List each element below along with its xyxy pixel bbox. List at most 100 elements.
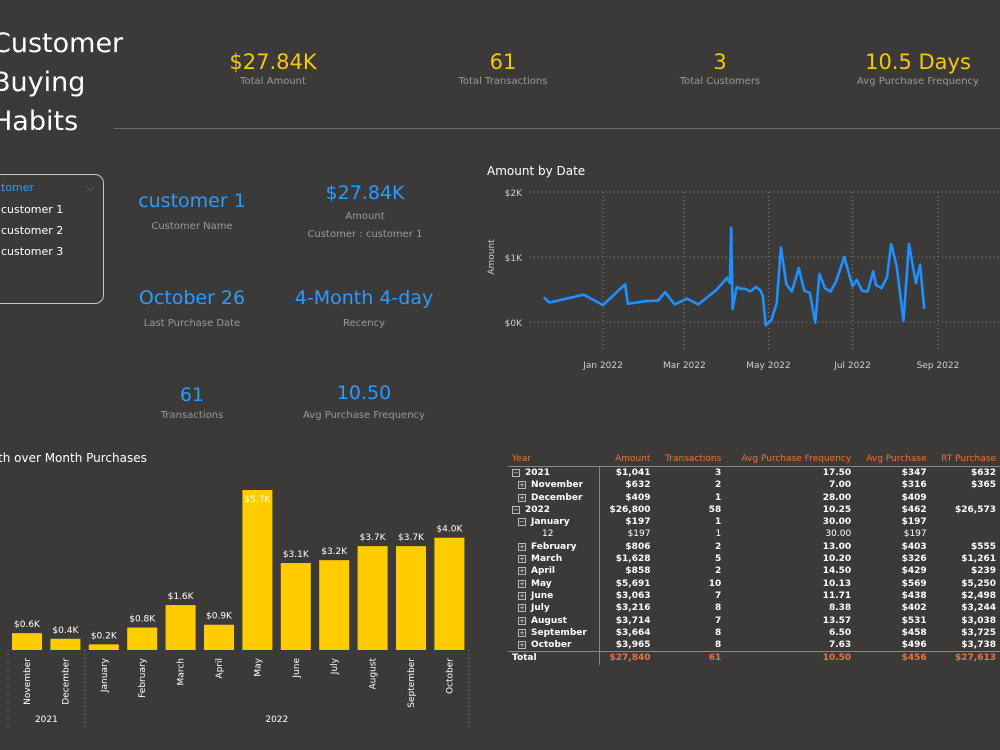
bar[interactable] [280,562,311,650]
collapse-icon[interactable]: − [518,518,526,527]
x-tick-label: July [330,657,340,675]
kpi-label: Total Transactions [458,76,548,87]
expand-icon[interactable]: + [518,641,526,650]
bar[interactable] [357,546,388,650]
table-cell: $3,738 [961,640,996,651]
x-tick-label: November [23,658,33,705]
bar[interactable] [242,490,273,650]
table-cell: $27,840 [599,651,655,665]
table-cell: $3,725 [961,627,996,638]
table-cell: $462 [901,504,927,515]
bar-data-label: $3.2K [321,547,348,557]
table-cell: $438 [901,590,927,601]
table-cell: $632 [599,479,655,492]
expand-icon[interactable]: + [518,542,526,551]
column-header[interactable]: Year [508,452,600,467]
table-cell: −2021 [508,467,600,480]
expand-icon[interactable]: + [518,579,526,588]
column-header[interactable]: Avg Purchase [855,452,931,467]
card-label: Transactions [160,410,224,421]
slicer-header[interactable]: tomer ⌵ [1,181,103,195]
expand-icon[interactable]: + [518,555,526,564]
kpi-avg-purchase-frequency: 10.5 Days Avg Purchase Frequency [800,50,1000,87]
card-label: Amount [345,211,385,222]
bar[interactable] [204,624,234,650]
expand-icon[interactable]: + [518,481,526,490]
collapse-icon[interactable]: − [512,505,520,514]
expand-icon[interactable]: + [518,604,526,613]
table-cell: $197 [901,517,927,528]
y-tick-label: $0K [505,319,523,329]
table-cell: + October [508,639,600,652]
table-cell: 10.25 [822,504,852,515]
table-row: + August $3,714 7 13.57 $531 $3,038 [508,614,1000,627]
expand-icon[interactable]: + [518,567,526,576]
row-label: 2021 [525,468,551,478]
table-cell: $3,244 [961,603,996,614]
kpi-value: 61 [489,50,517,74]
table-cell: $3,664 [599,626,655,640]
slicer-item[interactable]: customer 1 [1,203,64,216]
table-cell: $1,628 [599,553,655,566]
column-header[interactable]: Transactions [654,452,726,467]
column-header[interactable]: Avg Purchase Frequency [725,452,856,467]
column-header[interactable]: RT Purchase [930,452,1000,467]
table-cell: 1 [715,492,722,503]
bar[interactable] [396,546,426,650]
year-label: 2022 [265,715,288,725]
y-axis-label: Amount [487,239,497,275]
collapse-icon[interactable]: − [512,469,520,477]
table-cell: 58 [708,504,722,515]
table-row: + May $5,691 10 10.13 $569 $5,250 [508,577,1000,590]
table-cell: $316 [901,480,927,491]
bar[interactable] [434,537,465,650]
table-row: + April $858 2 14.50 $429 $239 [508,565,1000,578]
amount-series-line[interactable] [542,226,926,327]
x-tick-label: February [138,657,148,698]
column-header[interactable]: Amount [599,452,655,467]
table-cell: 10 [708,578,722,589]
bar[interactable] [50,638,81,650]
month-over-month-chart[interactable]: $0.6K November $0.4K December $0.2K January $0… [0,470,480,735]
expand-icon[interactable]: + [518,628,526,637]
table-cell: $5,250 [961,578,996,589]
bar[interactable] [88,644,119,650]
x-tick-label: Mar 2022 [663,361,706,371]
table-cell: $326 [901,554,927,565]
amount-by-date-chart[interactable]: $0K $1K $2K Jan 2022 Mar 2022 May 2022 Jul 202… [480,180,1000,380]
table-cell: 11.71 [822,590,852,601]
card-sublabel: Customer : customer 1 [307,229,423,240]
row-label: February [531,541,577,552]
table-cell: 5 [715,554,722,565]
expand-icon[interactable]: + [518,616,526,625]
x-tick-label: April [215,658,225,679]
table-cell: + November [508,479,600,491]
card-avg-purchase-frequency: 10.50 Avg Purchase Frequency [279,382,449,425]
bar[interactable] [127,627,158,650]
table-cell: + December [508,492,600,504]
row-label: July [531,603,550,614]
customer-slicer[interactable]: tomer ⌵ customer 1 customer 2 customer 3 [0,174,104,304]
table-cell: $403 [901,541,927,552]
bar[interactable] [165,605,196,650]
x-tick-label: March [177,658,187,685]
bar-data-label: $0.8K [129,615,156,625]
table-cell: + July [508,602,600,614]
expand-icon[interactable]: + [518,493,526,502]
purchase-matrix[interactable]: Year Amount Transactions Avg Purchase Frequ… [508,452,1000,665]
table-cell: 10.20 [822,554,852,565]
slicer-item[interactable]: customer 3 [1,245,64,258]
bar[interactable] [12,633,42,650]
slicer-item[interactable]: customer 2 [1,224,64,237]
expand-icon[interactable]: + [518,591,526,600]
table-cell: 8 [715,640,722,651]
chevron-down-icon[interactable]: ⌵ [86,181,95,194]
table-cell: $632 [970,468,996,478]
bar[interactable] [319,560,350,650]
table-cell: $347 [901,468,927,478]
table-row: −2022 $26,800 58 10.25 $462 $26,573 [508,503,1000,517]
row-label: June [531,590,554,601]
table-cell: $456 [855,651,931,665]
table-cell: 8 [715,603,722,614]
table-cell: 7 [715,615,722,626]
